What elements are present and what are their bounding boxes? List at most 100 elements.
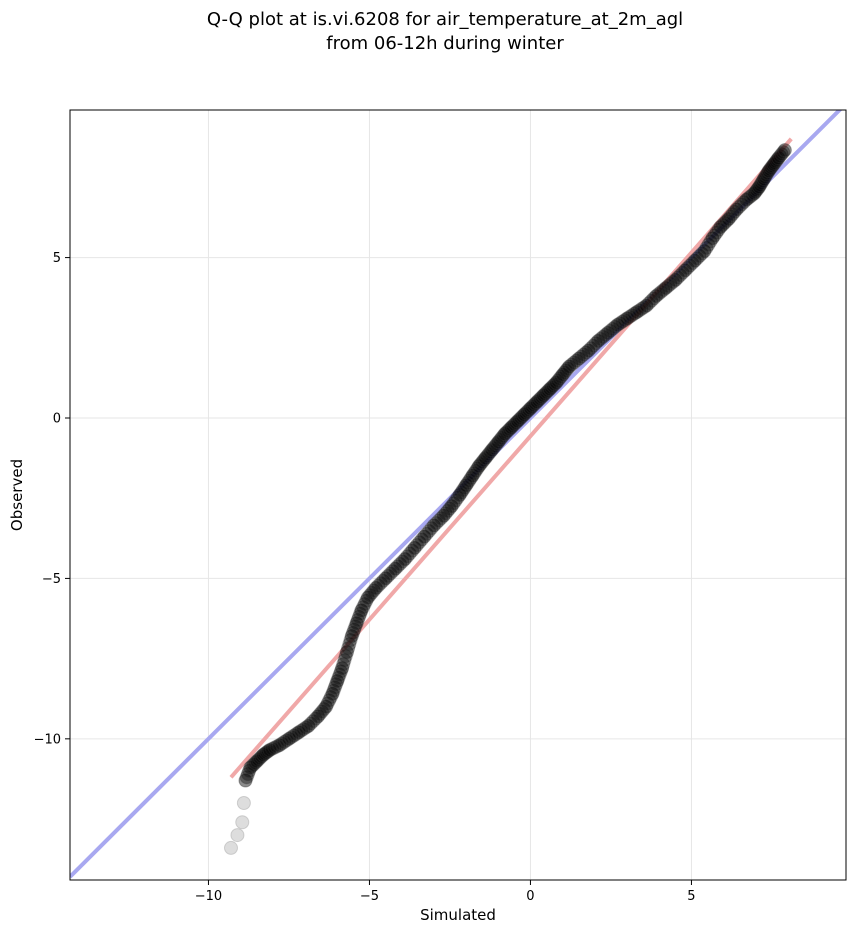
quantile-point xyxy=(560,361,575,376)
y-tick-label: −5 xyxy=(42,572,61,587)
quantile-point xyxy=(337,653,352,668)
quantile-point xyxy=(754,175,769,190)
quantile-point xyxy=(541,383,556,398)
quantile-point xyxy=(562,359,577,374)
quantile-point xyxy=(488,439,503,454)
quantile-point xyxy=(542,382,557,397)
quantile-point xyxy=(350,613,365,628)
quantile-point xyxy=(533,391,548,406)
quantile-point xyxy=(376,573,391,588)
quantile-point xyxy=(603,323,618,338)
quantile-point xyxy=(436,508,451,523)
quantile-point xyxy=(330,674,345,689)
quantile-point xyxy=(465,468,480,483)
quantile-point xyxy=(772,149,787,164)
quantile-point xyxy=(665,275,680,290)
quantile-point xyxy=(390,559,405,574)
quantile-point xyxy=(412,535,427,550)
quantile-point xyxy=(371,578,386,593)
quantile-point xyxy=(578,345,593,360)
quantile-point xyxy=(555,367,570,382)
quantile-point xyxy=(703,234,718,249)
quantile-point xyxy=(407,540,422,555)
quantile-point xyxy=(349,616,364,631)
quantile-point xyxy=(504,420,519,435)
quantile-point xyxy=(343,633,358,648)
quantile-point xyxy=(353,606,368,621)
quantile-point xyxy=(673,268,688,283)
quantile-point xyxy=(545,378,560,393)
quantile-point xyxy=(713,220,728,235)
quantile-point xyxy=(492,433,507,448)
quantile-point xyxy=(414,532,429,547)
quantile-point xyxy=(639,298,654,313)
x-axis-label: Simulated xyxy=(420,906,496,924)
quantile-point xyxy=(259,745,274,760)
quantile-point xyxy=(721,212,736,227)
quantile-point xyxy=(388,561,403,576)
quantile-point xyxy=(513,411,528,425)
quantile-point xyxy=(257,746,272,761)
quantile-point xyxy=(378,571,393,586)
quantile-point xyxy=(483,445,498,460)
quantile-point xyxy=(360,590,375,605)
quantile-point xyxy=(442,501,457,516)
quantile-point xyxy=(756,171,771,186)
quantile-point xyxy=(705,231,720,246)
quantile-point xyxy=(764,160,779,175)
quantile-point xyxy=(481,447,496,462)
quantile-point xyxy=(588,336,603,351)
quantile-point xyxy=(462,473,477,488)
quantile-point xyxy=(765,159,780,174)
quantile-point xyxy=(239,770,254,785)
quantile-point xyxy=(322,693,337,708)
quantile-point xyxy=(748,184,763,199)
quantile-point xyxy=(291,725,306,740)
quantile-point xyxy=(244,759,259,774)
quantile-point xyxy=(405,543,420,558)
quantile-point xyxy=(475,455,490,470)
quantile-point xyxy=(318,699,333,714)
quantile-point xyxy=(373,576,388,591)
quantile-point xyxy=(531,393,546,408)
quantile-point xyxy=(491,435,506,450)
quantile-point xyxy=(494,431,509,446)
quantile-point xyxy=(687,253,702,268)
quantile-point xyxy=(265,741,280,756)
quantile-point xyxy=(595,329,610,344)
x-tick-label: −5 xyxy=(360,889,379,904)
quantile-point xyxy=(341,641,356,656)
quantile-point xyxy=(230,828,245,843)
quantile-point xyxy=(323,690,338,705)
y-axis-label: Observed xyxy=(8,459,26,531)
quantile-point xyxy=(699,240,714,255)
quantile-point xyxy=(649,289,664,304)
quantile-point xyxy=(758,169,773,184)
quantile-point xyxy=(236,796,251,810)
quantile-point xyxy=(301,719,316,733)
quantile-point xyxy=(507,417,522,432)
quantile-point xyxy=(261,744,276,759)
quantile-point xyxy=(750,181,765,196)
quantile-point xyxy=(632,303,647,318)
quantile-point xyxy=(761,163,776,178)
quantile-point xyxy=(471,459,486,474)
quantile-point xyxy=(656,283,671,298)
quantile-point xyxy=(661,279,676,294)
quantile-point xyxy=(306,714,321,729)
quantile-point xyxy=(581,343,596,358)
quantile-point xyxy=(549,375,564,390)
quantile-point xyxy=(496,429,511,444)
quantile-point xyxy=(709,225,724,240)
quantile-point xyxy=(566,355,581,370)
quantile-point xyxy=(426,518,441,533)
grid xyxy=(70,110,846,880)
quantile-point xyxy=(409,538,424,553)
quantile-point xyxy=(644,293,659,308)
quantile-point xyxy=(518,406,533,421)
quantile-point xyxy=(240,767,255,782)
quantile-point xyxy=(497,427,512,442)
quantile-point xyxy=(424,521,439,536)
quantile-point xyxy=(434,511,449,526)
quantile-point xyxy=(351,609,366,624)
